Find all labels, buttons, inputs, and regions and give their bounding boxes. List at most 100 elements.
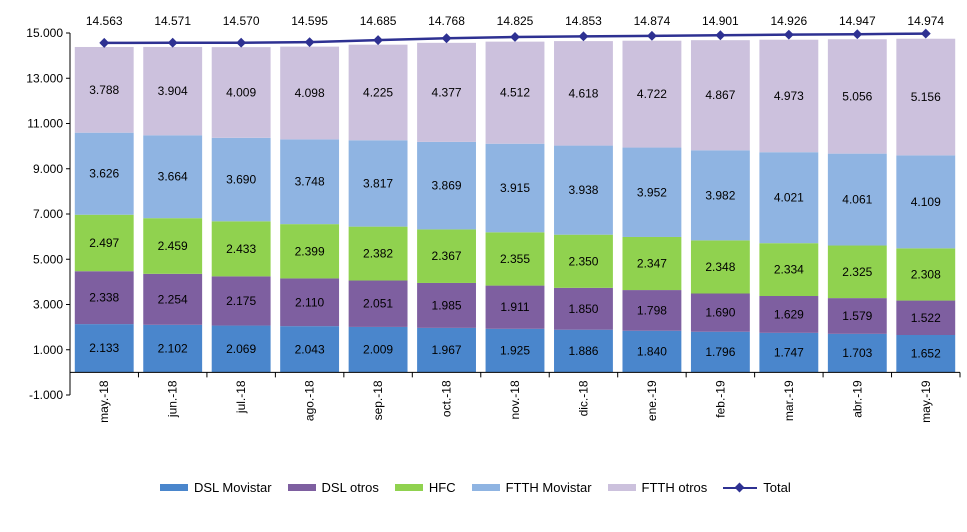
bar-value-label: 1.911 xyxy=(500,300,529,314)
bar-value-label: 5.156 xyxy=(911,90,941,104)
bar-value-label: 4.867 xyxy=(705,88,735,102)
bar-segment xyxy=(827,298,887,334)
bar-value-label: 2.497 xyxy=(89,236,119,250)
bar-value-label: 2.009 xyxy=(363,343,393,357)
bar-segment xyxy=(554,329,613,373)
bar-segment xyxy=(417,229,476,283)
bar-segment xyxy=(554,234,613,288)
legend-swatch-total xyxy=(723,483,758,493)
bar-value-label: 2.382 xyxy=(363,247,393,261)
bar-segment xyxy=(759,243,819,296)
bar-value-label: 2.051 xyxy=(363,297,393,311)
total-value-label: 14.563 xyxy=(86,14,123,28)
bar-segment xyxy=(348,226,408,281)
total-marker xyxy=(441,33,452,44)
bar-segment xyxy=(74,132,134,215)
x-tick-label: oct.-18 xyxy=(440,380,454,417)
bar-segment xyxy=(417,282,476,328)
legend-label-total: Total xyxy=(763,480,791,495)
x-tick-label: nov.-18 xyxy=(508,380,522,419)
legend-item-hfc: HFC xyxy=(394,480,456,495)
chart-legend: DSL Movistar DSL otros HFC FTTH Movistar… xyxy=(160,480,791,495)
bar-value-label: 1.522 xyxy=(911,311,941,325)
bar-segment xyxy=(759,152,819,244)
bar-value-label: 1.886 xyxy=(568,344,598,358)
bar-segment xyxy=(417,141,476,230)
bar-value-label: 2.133 xyxy=(89,341,119,355)
bar-value-label: 4.225 xyxy=(363,85,393,99)
y-tick-label: -1.000 xyxy=(29,388,63,402)
bar-segment xyxy=(896,38,956,156)
bar-value-label: 4.109 xyxy=(911,195,941,209)
bar-segment xyxy=(348,280,408,327)
legend-swatch-dsl-otros xyxy=(287,484,316,491)
bar-segment xyxy=(143,324,203,373)
total-marker xyxy=(578,31,589,42)
y-tick-label: 5.000 xyxy=(33,252,63,266)
x-tick-label: may.-19 xyxy=(919,380,933,423)
bar-value-label: 2.367 xyxy=(432,249,462,263)
bar-segment xyxy=(690,293,750,332)
bar-value-label: 2.334 xyxy=(774,263,804,277)
x-tick-label: jun.-18 xyxy=(166,380,180,418)
bar-segment xyxy=(759,295,819,333)
bar-segment xyxy=(280,326,340,373)
legend-swatch-ftth-otros xyxy=(607,484,636,491)
total-value-label: 14.874 xyxy=(634,14,671,28)
total-value-label: 14.926 xyxy=(770,14,807,28)
legend-label-dsl-otros: DSL otros xyxy=(321,480,379,495)
bar-value-label: 3.982 xyxy=(705,188,735,202)
bar-segment xyxy=(554,145,613,235)
bar-segment xyxy=(622,236,682,291)
bar-segment xyxy=(759,39,819,153)
bar-value-label: 1.925 xyxy=(500,344,530,358)
bar-segment xyxy=(896,248,956,301)
bar-value-label: 4.722 xyxy=(637,87,667,101)
bar-value-label: 3.915 xyxy=(500,181,530,195)
bar-segment xyxy=(690,240,750,294)
legend-label-dsl-movistar: DSL Movistar xyxy=(194,480,272,495)
total-marker xyxy=(783,29,794,40)
bar-value-label: 4.021 xyxy=(774,191,804,205)
bar-segment xyxy=(211,325,271,373)
legend-label-hfc: HFC xyxy=(428,480,456,495)
bar-segment xyxy=(690,331,750,373)
x-tick-label: abr.-19 xyxy=(850,380,864,418)
legend-label-ftth-otros: FTTH otros xyxy=(641,480,708,495)
bar-segment xyxy=(485,285,545,329)
bar-value-label: 2.110 xyxy=(295,295,324,309)
bar-value-label: 3.664 xyxy=(158,170,188,184)
bar-value-label: 2.355 xyxy=(500,252,530,266)
bar-value-label: 2.102 xyxy=(158,342,188,356)
bar-value-label: 1.629 xyxy=(774,307,804,321)
legend-item-total: Total xyxy=(723,480,791,495)
bar-segment xyxy=(622,290,682,331)
total-marker xyxy=(304,37,315,48)
y-tick-label: 13.000 xyxy=(26,71,63,85)
bar-value-label: 3.869 xyxy=(432,179,462,193)
bar-segment xyxy=(827,153,887,246)
bar-segment xyxy=(896,300,956,335)
total-value-label: 14.595 xyxy=(291,14,328,28)
bar-value-label: 3.788 xyxy=(89,83,119,97)
bar-value-label: 1.796 xyxy=(705,345,735,359)
bar-value-label: 4.377 xyxy=(432,85,462,99)
bar-segment xyxy=(896,334,956,373)
legend-label-ftth-movistar: FTTH Movistar xyxy=(505,480,592,495)
bar-segment xyxy=(143,46,203,136)
bar-value-label: 4.973 xyxy=(774,89,804,103)
bar-value-label: 2.308 xyxy=(911,267,941,281)
bar-value-label: 1.840 xyxy=(637,345,667,359)
bar-value-label: 3.817 xyxy=(363,176,393,190)
bar-value-label: 2.347 xyxy=(637,257,667,271)
bar-value-label: 2.350 xyxy=(568,254,598,268)
bar-value-label: 5.056 xyxy=(842,89,872,103)
bar-segment xyxy=(280,278,340,327)
total-value-label: 14.947 xyxy=(839,14,876,28)
bar-value-label: 1.985 xyxy=(432,298,462,312)
bar-segment xyxy=(211,221,271,277)
total-value-label: 14.571 xyxy=(154,14,191,28)
bar-value-label: 4.512 xyxy=(500,86,530,100)
legend-item-dsl-movistar: DSL Movistar xyxy=(160,480,272,495)
x-tick-label: mar.-19 xyxy=(782,380,796,421)
